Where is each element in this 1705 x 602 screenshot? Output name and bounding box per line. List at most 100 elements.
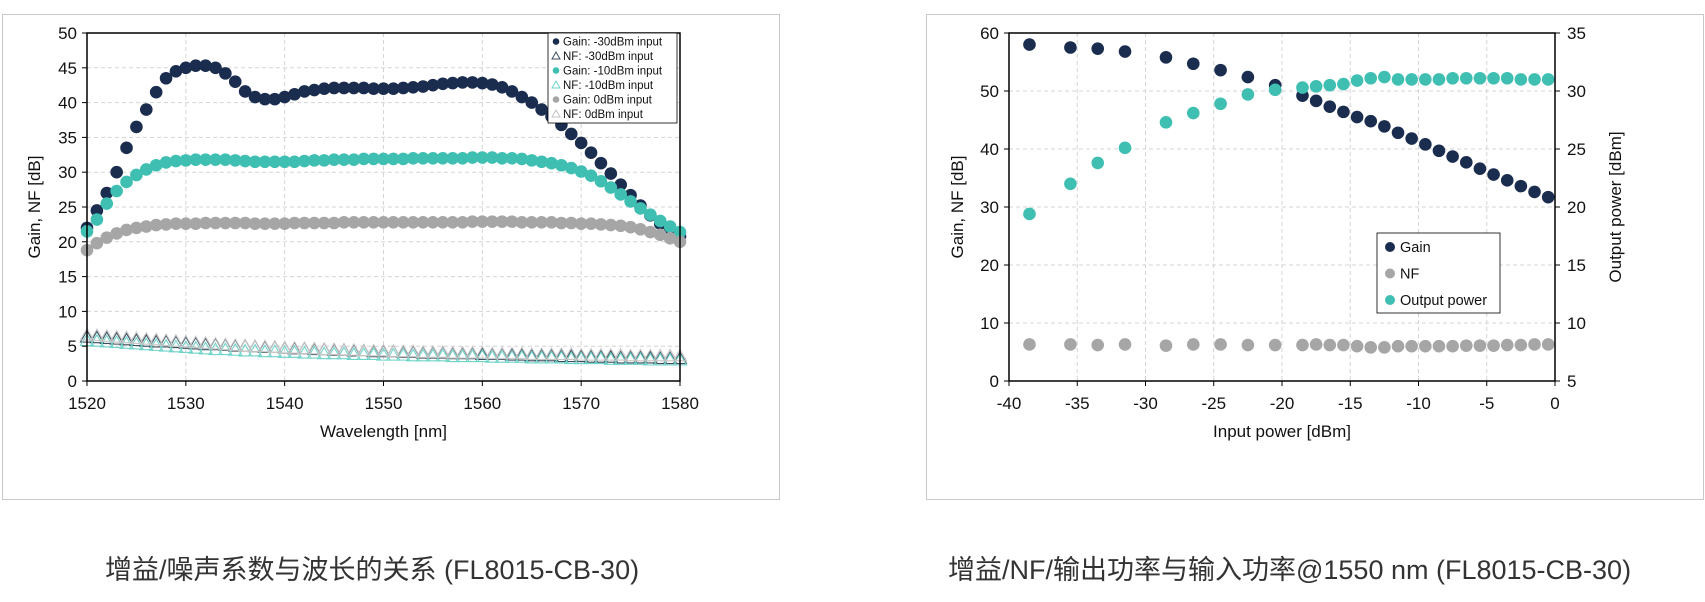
point-nf-0dbm-input: [198, 335, 214, 349]
point-output-power: [1391, 73, 1405, 86]
point-nf-0dbm-input: [474, 345, 490, 359]
point-gain-0dbm-input: [495, 215, 509, 228]
point-nf: [1337, 338, 1350, 352]
point-gain-30dbm-input: [169, 64, 183, 78]
point-nf-30dbm-input: [504, 347, 520, 361]
x-axis-label: Input power [dBm]: [1213, 422, 1351, 441]
y-tick-label: 30: [58, 163, 77, 182]
point-nf-0dbm-input: [247, 339, 263, 353]
point-gain-30dbm-input: [110, 165, 123, 179]
point-nf-0dbm-input: [465, 345, 480, 359]
point-gain-10dbm-input: [535, 155, 548, 169]
point-gain-30dbm-input: [396, 81, 410, 95]
point-gain-30dbm-input: [387, 82, 400, 95]
point-nf-30dbm-input: [613, 350, 629, 364]
point-nf: [1364, 341, 1378, 354]
point-nf: [1541, 338, 1555, 351]
point-gain-0dbm-input: [446, 216, 459, 229]
point-gain-30dbm-input: [367, 82, 380, 95]
point-gain-10dbm-input: [495, 151, 509, 165]
point-gain-10dbm-input: [387, 152, 400, 166]
point-gain-10dbm-input: [446, 151, 459, 165]
point-nf-0dbm-input: [563, 346, 579, 360]
point-gain-30dbm-input: [406, 80, 420, 94]
point-gain: [1500, 174, 1514, 187]
point-nf-10dbm-input: [356, 346, 372, 360]
point-gain-0dbm-input: [624, 220, 637, 234]
point-gain-30dbm-input: [90, 204, 104, 217]
point-gain-30dbm-input: [248, 90, 262, 104]
point-nf-0dbm-input: [336, 342, 352, 356]
point-gain-10dbm-input: [485, 151, 499, 164]
point-gain-0dbm-input: [476, 215, 489, 228]
point-output-power: [1364, 71, 1378, 85]
point-nf-30dbm-input: [168, 335, 184, 349]
point-gain-0dbm-input: [140, 220, 153, 233]
point-output-power: [1378, 70, 1391, 84]
point-output-power: [1064, 177, 1077, 191]
point-nf-0dbm-input: [237, 338, 253, 352]
y2-tick-label: 15: [1567, 256, 1586, 275]
point-gain: [1023, 38, 1036, 51]
point-gain-0dbm-input: [416, 216, 430, 229]
point-nf-30dbm-input: [109, 331, 125, 345]
point-gain-10dbm-input: [258, 155, 272, 169]
point-nf-30dbm-input: [593, 349, 609, 363]
chart-panel-input-power: 0 10 20 30 40 50 60 5 10 15 20 25 30 35 -40 -35 -30 -25 -2…: [926, 14, 1704, 500]
point-nf-10dbm-input: [633, 351, 648, 365]
point-nf-0dbm-input: [633, 348, 648, 362]
x-tick-label: 1580: [661, 394, 699, 413]
point-gain-10dbm-input: [476, 151, 489, 164]
y-axis-label: Gain, NF [dB]: [25, 156, 44, 259]
point-nf-0dbm-input: [504, 346, 520, 360]
point-nf: [1309, 338, 1323, 351]
point-gain-0dbm-input: [644, 225, 657, 239]
point-gain-0dbm-input: [377, 216, 390, 229]
point-gain: [1432, 144, 1446, 158]
point-gain-10dbm-input: [149, 158, 163, 172]
point-nf-0dbm-input: [494, 346, 510, 360]
point-nf-0dbm-input: [148, 332, 164, 346]
y-tick-label: 20: [980, 256, 999, 275]
point-nf-0dbm-input: [99, 328, 115, 342]
point-nf-10dbm-input: [415, 348, 431, 362]
point-nf: [1296, 338, 1309, 352]
point-gain-30dbm-input: [525, 96, 539, 109]
point-gain-0dbm-input: [308, 216, 321, 230]
legend-label: Gain: 0dBm input: [563, 95, 653, 107]
point-output-power: [1473, 71, 1487, 85]
point-gain-10dbm-input: [456, 151, 469, 165]
point-gain-0dbm-input: [584, 217, 598, 231]
legend-label: Output power: [1400, 293, 1487, 309]
point-nf-0dbm-input: [287, 340, 302, 354]
point-gain-0dbm-input: [130, 221, 143, 235]
legend-label: NF: -10dBm input: [563, 80, 654, 92]
legend-box: [547, 32, 678, 124]
point-gain-0dbm-input: [426, 216, 440, 229]
point-gain-0dbm-input: [100, 231, 114, 244]
x-tick-label: 1520: [68, 394, 106, 413]
point-nf-0dbm-input: [415, 344, 431, 358]
x-tick-label: -30: [1133, 394, 1158, 413]
point-nf-30dbm-input: [474, 346, 490, 360]
x-tick-label: 0: [1550, 394, 1559, 413]
point-output-power: [1268, 83, 1282, 97]
point-gain-10dbm-input: [327, 153, 341, 166]
point-nf-10dbm-input: [534, 350, 550, 364]
point-nf-0dbm-input: [534, 346, 550, 360]
point-nf-0dbm-input: [484, 346, 500, 360]
x-tick-label: 1530: [167, 394, 205, 413]
point-gain-30dbm-input: [347, 81, 361, 95]
point-gain: [1541, 190, 1555, 204]
point-nf-10dbm-input: [504, 349, 520, 363]
point-nf-10dbm-input: [662, 352, 678, 366]
y2-tick-label: 10: [1567, 314, 1586, 333]
y-axis-label: Gain, NF [dB]: [948, 156, 967, 259]
x-tick-label: -35: [1065, 394, 1090, 413]
point-nf: [1118, 338, 1132, 351]
point-nf-30dbm-input: [148, 334, 164, 348]
x-tick-label: -15: [1338, 394, 1363, 413]
point-nf-10dbm-input: [435, 348, 451, 362]
point-gain-10dbm-input: [130, 168, 143, 182]
